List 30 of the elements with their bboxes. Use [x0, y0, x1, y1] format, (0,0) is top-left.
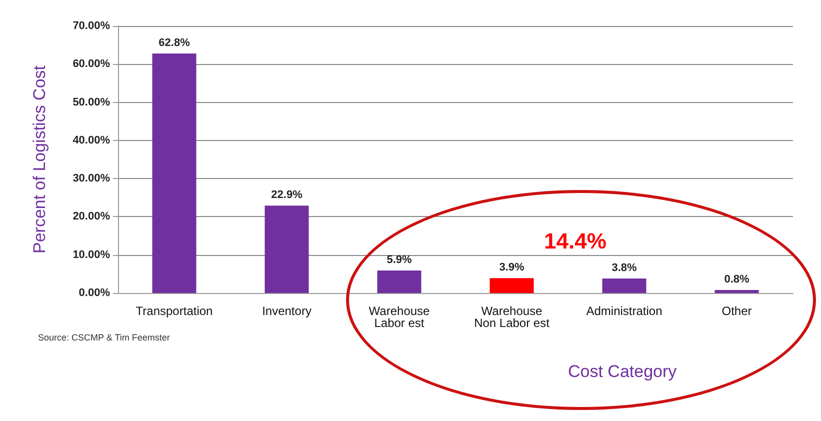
data-label: 5.9%: [386, 254, 412, 266]
source-note: Source: CSCMP & Tim Feemster: [38, 332, 170, 342]
bar: [152, 53, 196, 293]
y-tick-label: 30.00%: [72, 172, 110, 185]
data-label: 3.9%: [499, 262, 524, 274]
y-tick-label: 70.00%: [72, 20, 110, 32]
y-tick-label: 60.00%: [72, 58, 110, 70]
y-axis-title: Percent of Logistics Cost: [30, 65, 49, 254]
x-tick-label: Other: [722, 304, 752, 318]
x-tick-label: Administration: [586, 304, 662, 318]
x-axis-title: Cost Category: [568, 362, 678, 381]
bar: [714, 290, 759, 293]
y-tick-label: 50.00%: [72, 96, 110, 108]
data-label: 22.9%: [271, 189, 303, 202]
y-tick-label: 10.00%: [72, 248, 110, 261]
bar: [490, 278, 534, 293]
x-tick-label: Inventory: [262, 304, 312, 318]
x-tick-label: Transportation: [136, 304, 213, 318]
bar: [264, 206, 309, 293]
y-tick-label: 40.00%: [72, 134, 110, 146]
x-tick-label: Warehouse Non Labor est: [474, 304, 550, 330]
x-tick-label: Warehouse Labor est: [368, 304, 430, 330]
data-label: 62.8%: [158, 36, 190, 49]
annotation: 14.4%: [544, 228, 606, 254]
y-tick-label: 20.00%: [72, 210, 110, 223]
bar: [377, 270, 422, 293]
data-label: 0.8%: [724, 273, 750, 286]
y-tick-label: 0.00%: [78, 287, 110, 299]
data-label: 3.8%: [612, 262, 637, 274]
bar: [602, 278, 646, 293]
